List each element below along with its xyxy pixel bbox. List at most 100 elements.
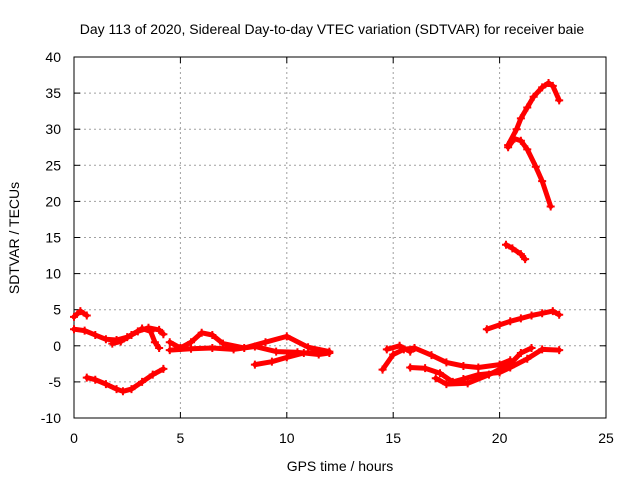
- data-point: [516, 136, 525, 145]
- data-point: [531, 162, 540, 171]
- chart-title: Day 113 of 2020, Sidereal Day-to-day VTE…: [80, 21, 585, 37]
- data-series: [504, 78, 564, 150]
- data-point: [504, 141, 513, 150]
- y-tick-label: 20: [45, 193, 61, 209]
- data-series: [70, 307, 91, 321]
- y-tick-label: 10: [45, 266, 61, 282]
- data-point: [282, 332, 291, 341]
- data-point: [523, 103, 532, 112]
- data-point: [127, 385, 136, 394]
- data-point: [165, 346, 174, 355]
- data-point: [484, 370, 493, 379]
- data-point: [80, 326, 89, 335]
- data-point: [527, 311, 536, 320]
- data-point: [389, 350, 398, 359]
- data-point: [146, 327, 155, 336]
- x-tick-label: 25: [598, 430, 614, 446]
- data-point: [474, 363, 483, 372]
- data-point: [70, 325, 78, 334]
- y-tick-label: -10: [41, 410, 61, 426]
- series-line: [380, 345, 513, 373]
- data-point: [495, 320, 504, 329]
- data-point: [127, 330, 136, 339]
- data-point: [395, 341, 404, 350]
- x-tick-label: 20: [492, 430, 508, 446]
- data-point: [516, 250, 525, 259]
- data-point: [506, 317, 515, 326]
- data-point: [544, 78, 553, 87]
- data-point: [70, 312, 78, 321]
- data-point: [406, 347, 415, 356]
- data-point: [516, 114, 525, 123]
- data-series: [431, 343, 536, 389]
- data-point: [261, 338, 270, 347]
- data-point: [548, 307, 557, 316]
- data-point: [159, 364, 168, 373]
- data-point: [378, 365, 387, 374]
- data-point: [299, 349, 308, 358]
- data-point: [76, 307, 85, 316]
- data-point: [516, 349, 525, 358]
- data-point: [546, 202, 555, 211]
- data-point: [538, 309, 547, 318]
- data-point: [116, 337, 125, 346]
- x-tick-label: 0: [70, 430, 78, 446]
- x-axis-label: GPS time / hours: [287, 458, 394, 474]
- x-tick-label: 15: [385, 430, 401, 446]
- data-point: [101, 380, 110, 389]
- data-point: [442, 380, 451, 389]
- data-series: [250, 348, 323, 369]
- data-point: [527, 343, 536, 352]
- data-point: [91, 330, 100, 339]
- data-point: [138, 377, 147, 386]
- data-point: [431, 374, 440, 383]
- data-point: [118, 387, 127, 396]
- series-line: [503, 242, 528, 262]
- data-point: [155, 325, 164, 334]
- series-line: [505, 80, 562, 148]
- data-point: [421, 364, 430, 373]
- data-series: [82, 364, 168, 396]
- data-point: [555, 346, 564, 355]
- data-point: [436, 369, 445, 378]
- data-point: [516, 314, 525, 323]
- data-point: [267, 357, 276, 366]
- data-point: [187, 344, 196, 353]
- data-point: [108, 339, 117, 348]
- data-point: [165, 338, 174, 347]
- y-tick-label: 0: [53, 338, 61, 354]
- y-tick-label: 40: [45, 49, 61, 65]
- data-point: [538, 83, 547, 92]
- data-point: [538, 345, 547, 354]
- y-tick-label: 5: [53, 302, 61, 318]
- data-point: [101, 335, 110, 344]
- data-point: [482, 325, 491, 334]
- y-tick-label: -5: [49, 374, 62, 390]
- data-point: [382, 345, 391, 354]
- data-point: [410, 343, 419, 352]
- data-point: [325, 349, 334, 358]
- data-point: [91, 375, 100, 384]
- data-series: [108, 324, 164, 352]
- data-point: [197, 328, 206, 337]
- data-point: [304, 343, 313, 352]
- data-point: [523, 354, 532, 363]
- data-point: [508, 244, 517, 253]
- data-point: [282, 353, 291, 362]
- data-point: [523, 145, 532, 154]
- data-point: [112, 385, 121, 394]
- data-point: [506, 359, 515, 368]
- data-series-group: [70, 78, 564, 396]
- data-point: [442, 358, 451, 367]
- data-point: [272, 347, 281, 356]
- data-point: [501, 240, 510, 249]
- data-series: [504, 134, 555, 211]
- data-point: [512, 125, 521, 134]
- y-tick-label: 35: [45, 85, 61, 101]
- data-point: [250, 342, 259, 351]
- data-point: [82, 311, 91, 320]
- y-tick-label: 15: [45, 230, 61, 246]
- y-axis-label: SDTVAR / TECUs: [6, 182, 22, 294]
- data-point: [555, 310, 564, 319]
